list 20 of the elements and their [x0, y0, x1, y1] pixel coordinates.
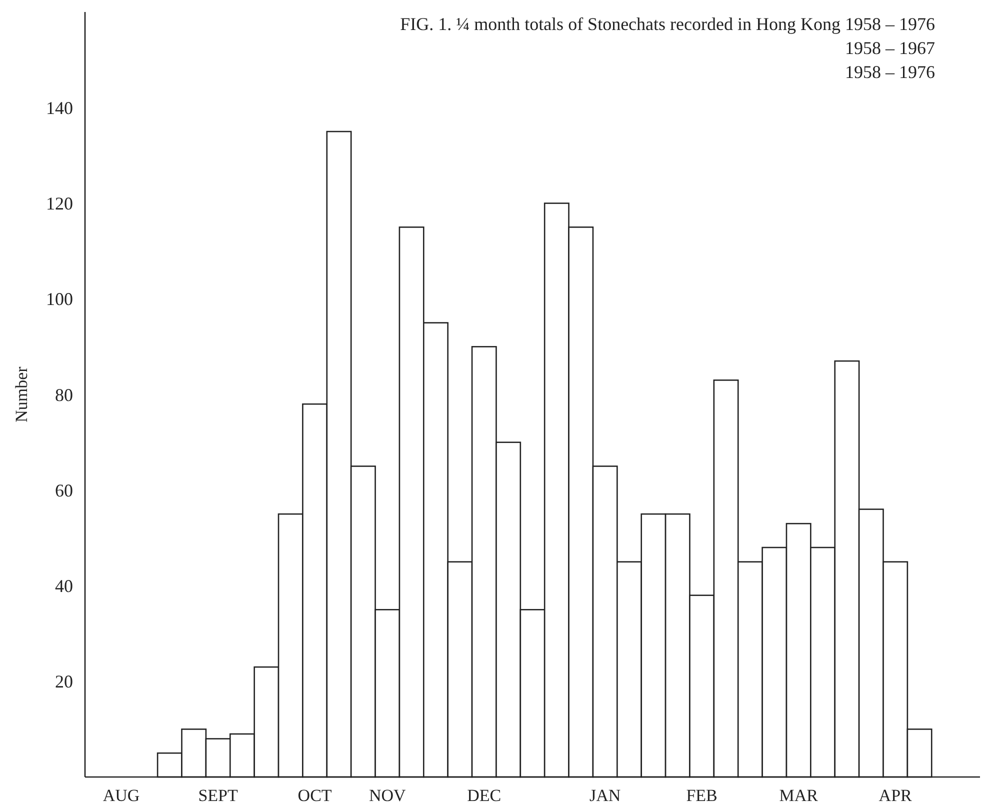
x-tick-label: AUG	[102, 786, 140, 805]
x-tick-label: APR	[878, 786, 913, 805]
x-tick-label: DEC	[467, 786, 502, 805]
x-tick-label: NOV	[368, 786, 406, 805]
y-tick-label: 100	[46, 289, 73, 310]
y-tick-label: 40	[55, 576, 73, 596]
x-tick-label: SEPT	[198, 786, 238, 805]
x-tick-label: MAR	[779, 786, 819, 805]
y-tick-label: 80	[55, 384, 73, 405]
y-tick-label: 140	[46, 98, 73, 118]
annotation: 1958 – 1976	[845, 62, 935, 82]
y-tick-label: 20	[55, 672, 73, 692]
y-tick-label: 120	[46, 194, 73, 214]
y-axis-title: Number	[12, 366, 31, 422]
x-tick-label: FEB	[686, 786, 718, 805]
chart-title: FIG. 1. ¼ month totals of Stonechats recorded in Hong Kong 1958 – 1976	[400, 14, 935, 34]
annotation: 1958 – 1967	[845, 38, 935, 58]
x-tick-label: JAN	[589, 786, 621, 805]
x-tick-label: OCT	[298, 786, 332, 805]
y-tick-label: 60	[55, 480, 73, 500]
